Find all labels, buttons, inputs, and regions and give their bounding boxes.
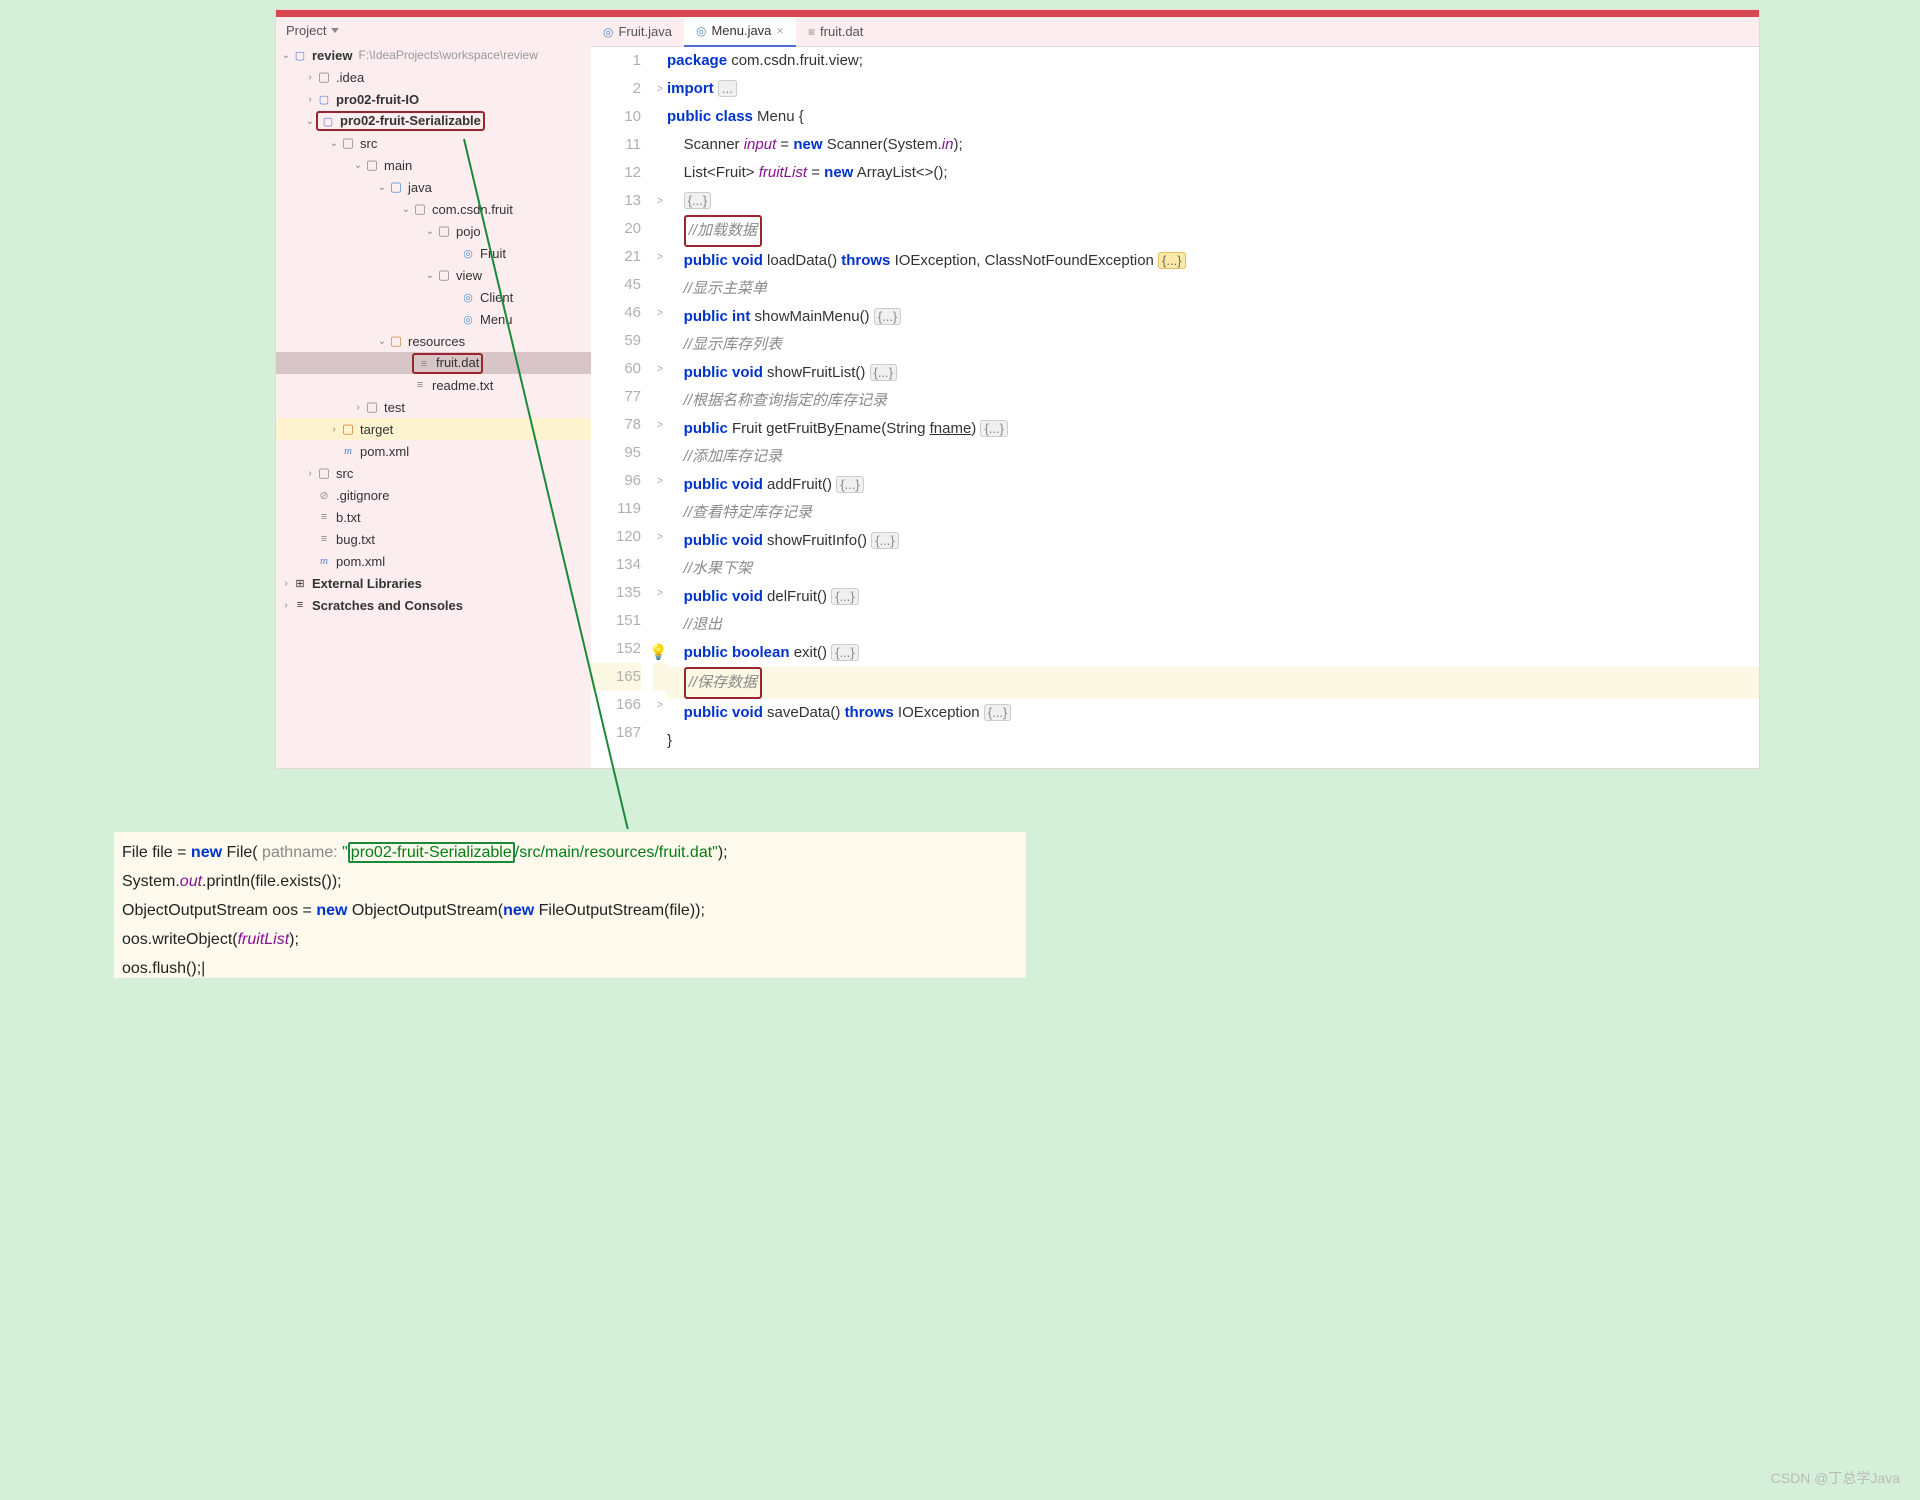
tree-item[interactable]: ⌄src xyxy=(276,132,591,154)
tree-item[interactable]: Menu xyxy=(276,308,591,330)
ide-window: Project ⌄reviewF:\IdeaProjects\workspace… xyxy=(275,9,1760,769)
tab-fruit-dat[interactable]: ≡fruit.dat xyxy=(796,17,875,47)
tree-item[interactable]: ›pro02-fruit-IO xyxy=(276,88,591,110)
tree-item[interactable]: ⌄pojo xyxy=(276,220,591,242)
tree-item[interactable]: readme.txt xyxy=(276,374,591,396)
tree-pro02-serializable[interactable]: ⌄pro02-fruit-Serializable xyxy=(276,110,591,132)
title-bar xyxy=(276,10,1759,17)
tree-item[interactable]: pom.xml xyxy=(276,550,591,572)
tree-item[interactable]: ⌄view xyxy=(276,264,591,286)
tree-item[interactable]: ›target xyxy=(276,418,591,440)
project-dropdown[interactable]: Project xyxy=(276,17,591,44)
snippet-line: File file = new File( pathname: "pro02-f… xyxy=(122,838,1018,867)
tree-item[interactable]: ›test xyxy=(276,396,591,418)
snippet-line: oos.flush();| xyxy=(122,954,1018,983)
tree-item[interactable]: ›src xyxy=(276,462,591,484)
snippet-line: System.out.println(file.exists()); xyxy=(122,867,1018,896)
tree-item[interactable]: pom.xml xyxy=(276,440,591,462)
code-editor[interactable]: 1210111213202145465960777895961191201341… xyxy=(591,47,1759,768)
tree-item[interactable]: ⌄resources xyxy=(276,330,591,352)
tree-item[interactable]: ›⊞External Libraries xyxy=(276,572,591,594)
project-sidebar: Project ⌄reviewF:\IdeaProjects\workspace… xyxy=(276,17,591,768)
editor-tabs: ◎Fruit.java ◎Menu.java× ≡fruit.dat xyxy=(591,17,1759,47)
snippet-line: ObjectOutputStream oos = new ObjectOutpu… xyxy=(122,896,1018,925)
tree-item[interactable]: ›.idea xyxy=(276,66,591,88)
tree-root[interactable]: ⌄reviewF:\IdeaProjects\workspace\review xyxy=(276,44,591,66)
tree-item[interactable]: ⌄java xyxy=(276,176,591,198)
tree-item[interactable]: Fruit xyxy=(276,242,591,264)
snippet-line: oos.writeObject(fruitList); xyxy=(122,925,1018,954)
tree-item[interactable]: b.txt xyxy=(276,506,591,528)
tree-item[interactable]: ⌄main xyxy=(276,154,591,176)
tree-fruit-dat[interactable]: fruit.dat xyxy=(276,352,591,374)
main-split: Project ⌄reviewF:\IdeaProjects\workspace… xyxy=(276,17,1759,768)
tab-fruit-java[interactable]: ◎Fruit.java xyxy=(591,17,684,47)
tree-item[interactable]: bug.txt xyxy=(276,528,591,550)
code-snippet: File file = new File( pathname: "pro02-f… xyxy=(114,832,1026,978)
line-gutter: 1210111213202145465960777895961191201341… xyxy=(591,47,653,768)
tree-item[interactable]: ⌄com.csdn.fruit xyxy=(276,198,591,220)
code-body[interactable]: package com.csdn.fruit.view;import ...pu… xyxy=(667,47,1759,768)
tab-menu-java[interactable]: ◎Menu.java× xyxy=(684,17,796,47)
close-icon[interactable]: × xyxy=(776,23,784,38)
editor-pane: ◎Fruit.java ◎Menu.java× ≡fruit.dat 12101… xyxy=(591,17,1759,768)
tree-item[interactable]: .gitignore xyxy=(276,484,591,506)
watermark: CSDN @丁总学Java xyxy=(1771,1468,1900,1488)
project-tree: ⌄reviewF:\IdeaProjects\workspace\review … xyxy=(276,44,591,768)
tree-item[interactable]: ›≡Scratches and Consoles xyxy=(276,594,591,616)
tree-item[interactable]: Client xyxy=(276,286,591,308)
